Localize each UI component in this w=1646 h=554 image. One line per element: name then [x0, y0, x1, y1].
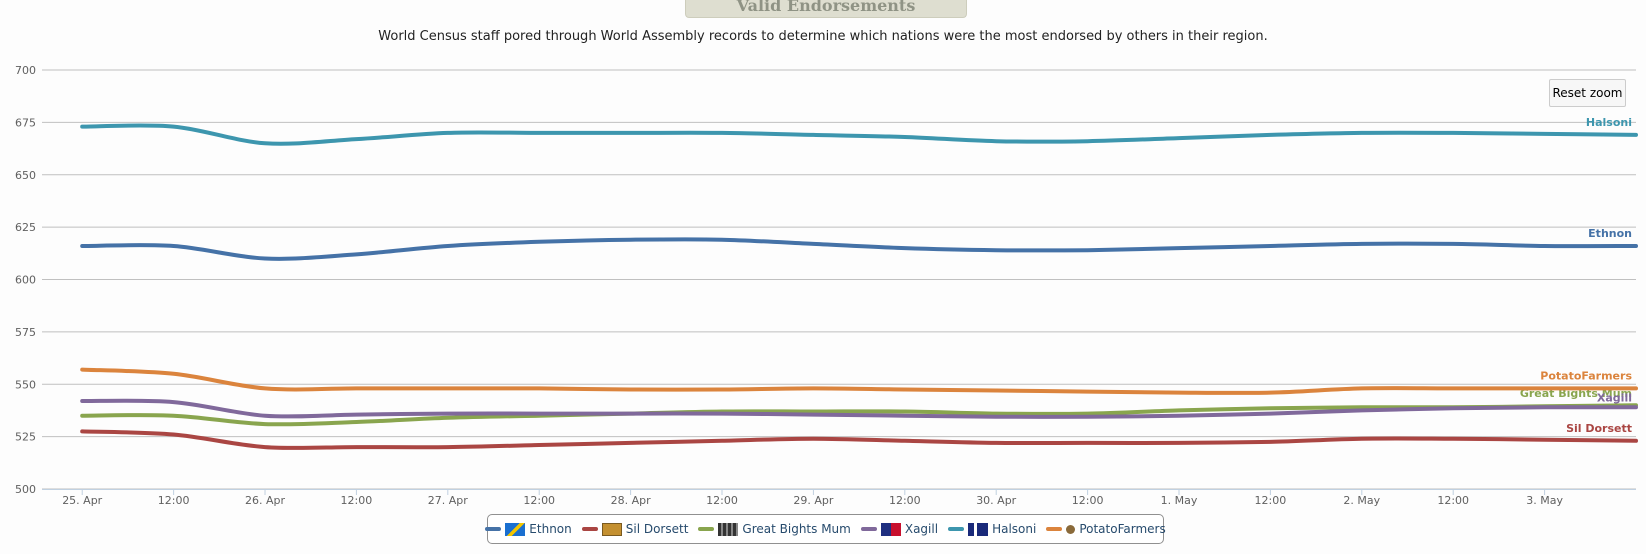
- series-end-label-halsoni: Halsoni: [1586, 116, 1632, 129]
- x-tick-label: 3. May: [1526, 494, 1563, 507]
- series-end-label-xagill: Xagill: [1597, 391, 1632, 404]
- y-tick-label: 550: [15, 378, 36, 391]
- legend-label: Great Bights Mum: [742, 522, 851, 536]
- x-tick-label: 12:00: [1072, 494, 1104, 507]
- x-tick-label: 25. Apr: [62, 494, 102, 507]
- sil-dorsett-flag-icon: [601, 522, 622, 536]
- legend-label: PotatoFarmers: [1079, 522, 1166, 536]
- legend-item-sil-dorsett[interactable]: Sil Dorsett: [581, 522, 689, 536]
- x-tick-label: 1. May: [1161, 494, 1198, 507]
- series-end-label-ethnon: Ethnon: [1588, 227, 1632, 240]
- legend-swatch: [485, 527, 502, 531]
- xagill-flag-icon: [880, 522, 901, 536]
- y-tick-label: 500: [15, 483, 36, 496]
- chart-subtitle: World Census staff pored through World A…: [378, 29, 1268, 44]
- legend-swatch: [860, 527, 877, 531]
- x-tick-label: 12:00: [1255, 494, 1287, 507]
- x-tick-label: 28. Apr: [611, 494, 651, 507]
- legend-item-ethnon[interactable]: Ethnon: [485, 522, 572, 536]
- legend-label: Xagill: [904, 522, 939, 536]
- y-tick-label: 600: [15, 274, 36, 287]
- x-tick-label: 26. Apr: [245, 494, 285, 507]
- x-tick-label: 12:00: [158, 494, 190, 507]
- x-tick-label: 12:00: [706, 494, 738, 507]
- y-tick-label: 700: [15, 64, 36, 77]
- x-tick-label: 12:00: [523, 494, 555, 507]
- series-line-potatofarmers[interactable]: [80, 367, 1638, 395]
- series-line-xagill[interactable]: [80, 398, 1638, 419]
- legend-swatch: [698, 527, 715, 531]
- legend-item-xagill[interactable]: Xagill: [860, 522, 939, 536]
- legend-item-halsoni[interactable]: Halsoni: [948, 522, 1036, 536]
- legend-swatch: [1046, 527, 1063, 531]
- legend-label: Halsoni: [992, 522, 1037, 536]
- series-end-label-great-bights-mum: Great Bights Mum: [1520, 387, 1632, 400]
- y-tick-label: 575: [15, 326, 36, 339]
- y-tick-label: 625: [15, 221, 36, 234]
- potatofarmers-flag-icon: [1066, 524, 1076, 534]
- x-tick-label: 12:00: [1437, 494, 1469, 507]
- x-tick-label: 27. Apr: [428, 494, 468, 507]
- ethnon-flag-icon: [505, 522, 526, 536]
- reset-zoom-button[interactable]: Reset zoom: [1549, 79, 1626, 107]
- legend-label: Sil Dorsett: [625, 522, 689, 536]
- series-line-ethnon[interactable]: [80, 237, 1638, 261]
- great-bights-mum-flag-icon: [718, 522, 739, 536]
- series-line-sil-dorsett[interactable]: [80, 429, 1638, 450]
- series-line-halsoni[interactable]: [80, 123, 1638, 146]
- series-end-label-potatofarmers: PotatoFarmers: [1540, 369, 1632, 382]
- chart-legend: Ethnon Sil Dorsett Great Bights Mum Xagill H…: [485, 514, 1166, 544]
- legend-swatch: [948, 527, 965, 531]
- y-tick-label: 675: [15, 116, 36, 129]
- series-end-label-sil-dorsett: Sil Dorsett: [1566, 422, 1632, 435]
- x-tick-label: 12:00: [341, 494, 373, 507]
- legend-label: Ethnon: [529, 522, 572, 536]
- x-tick-label: 29. Apr: [793, 494, 833, 507]
- x-tick-label: 30. Apr: [976, 494, 1016, 507]
- legend-item-great-bights-mum[interactable]: Great Bights Mum: [698, 522, 851, 536]
- x-tick-label: 2. May: [1343, 494, 1380, 507]
- chart-title: Valid Endorsements: [685, 0, 967, 18]
- legend-swatch: [581, 527, 598, 531]
- x-tick-label: 12:00: [889, 494, 921, 507]
- y-tick-label: 525: [15, 431, 36, 444]
- halsoni-flag-icon: [968, 522, 989, 536]
- legend-item-potatofarmers[interactable]: PotatoFarmers: [1046, 522, 1166, 536]
- series-line-great-bights-mum[interactable]: [80, 403, 1638, 427]
- y-tick-label: 650: [15, 169, 36, 182]
